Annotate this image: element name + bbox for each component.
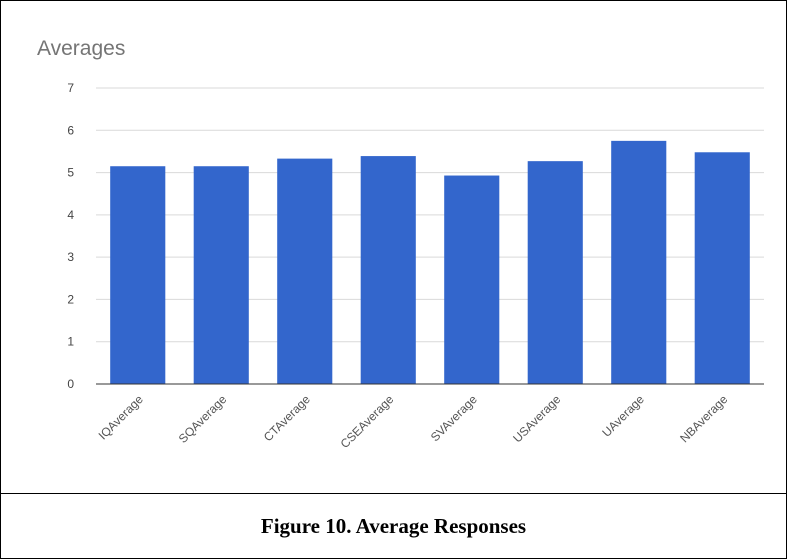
x-tick-label: CSEAverage (338, 392, 397, 451)
x-tick-label: SVAverage (428, 392, 480, 444)
bars (110, 140, 750, 384)
x-tick-label: USAverage (510, 392, 563, 445)
bar-iqaverage (110, 166, 166, 384)
y-tick-label: 0 (67, 377, 74, 391)
y-tick-label: 1 (67, 335, 74, 349)
bar-nbaverage (694, 152, 750, 384)
bar-cseaverage (360, 156, 416, 384)
y-tick-label: 2 (67, 292, 74, 306)
x-tick-label: UAverage (599, 392, 647, 440)
bar-svaverage (444, 175, 500, 384)
chart-title: Averages (37, 37, 125, 60)
x-tick-label: SQAverage (176, 392, 230, 446)
bar-usaverage (527, 161, 583, 384)
x-tick-label: IQAverage (96, 392, 147, 443)
bar-sqaverage (193, 166, 249, 384)
y-tick-label: 3 (67, 250, 74, 264)
y-axis-ticks: 0 1 2 3 4 5 6 7 (67, 81, 74, 391)
y-tick-label: 4 (67, 208, 74, 222)
x-axis-labels: IQAverage SQAverage CTAverage CSEAverage SVA… (96, 392, 731, 451)
y-tick-label: 7 (67, 81, 74, 95)
y-tick-label: 5 (67, 166, 74, 180)
bar-chart: Averages 0 1 2 3 4 5 6 7 IQAverage SQAverage CTAv… (37, 37, 764, 451)
caption-divider (1, 493, 786, 494)
figure-caption: Figure 10. Average Responses (260, 513, 527, 538)
x-tick-label: CTAverage (261, 392, 313, 444)
bar-uaverage (611, 140, 667, 384)
x-tick-label: NBAverage (677, 392, 730, 445)
y-tick-label: 6 (67, 123, 74, 137)
bar-ctaverage (277, 158, 333, 384)
